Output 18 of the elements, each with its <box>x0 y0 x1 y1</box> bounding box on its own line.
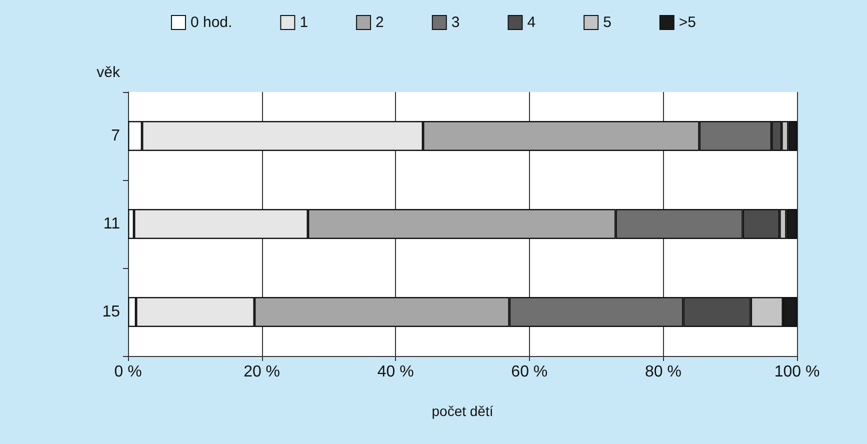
x-tick-label: 60 % <box>511 364 548 380</box>
y-tick-label: 7 <box>111 128 120 144</box>
y-axis-title: věk <box>96 64 120 81</box>
legend-label: 2 <box>376 14 384 31</box>
legend-label: 3 <box>451 14 460 31</box>
legend-label: >5 <box>678 14 696 31</box>
x-tick-label: 20 % <box>244 364 280 380</box>
x-tick-label: 40 % <box>377 364 414 380</box>
legend-label: 1 <box>300 14 308 31</box>
x-axis-title: počet dětí <box>432 403 494 419</box>
y-tick-label: 11 <box>103 216 120 232</box>
x-tick-label: 80 % <box>644 364 682 380</box>
legend-label: 0 hod. <box>190 14 232 31</box>
x-tick-label: 100 % <box>774 364 820 380</box>
legend-label: 4 <box>527 14 536 31</box>
x-tick-label: 0 % <box>114 364 142 380</box>
legend-label: 5 <box>603 14 612 31</box>
y-tick-label: 15 <box>102 304 120 320</box>
